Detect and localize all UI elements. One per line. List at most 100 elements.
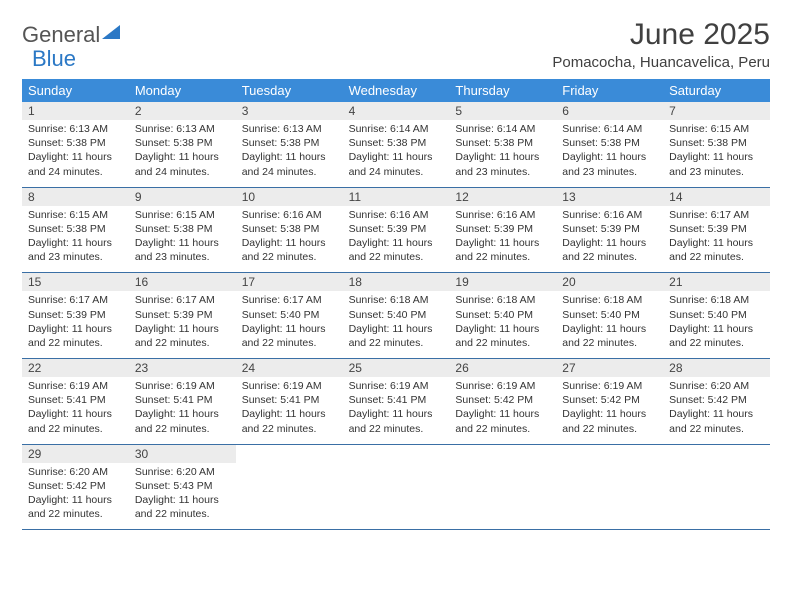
day-number-row: 1234567 [22, 102, 770, 120]
day-cell: Sunrise: 6:15 AMSunset: 5:38 PMDaylight:… [663, 120, 770, 187]
sunset-text: Sunset: 5:42 PM [562, 393, 657, 407]
sunrise-text: Sunrise: 6:16 AM [455, 208, 550, 222]
day-cell: Sunrise: 6:18 AMSunset: 5:40 PMDaylight:… [449, 291, 556, 358]
sunrise-text: Sunrise: 6:15 AM [669, 122, 764, 136]
week-row: Sunrise: 6:13 AMSunset: 5:38 PMDaylight:… [22, 120, 770, 188]
day-number: 27 [556, 359, 663, 377]
daylight-text: Daylight: 11 hours and 24 minutes. [242, 150, 337, 178]
day-number: 26 [449, 359, 556, 377]
week-row: Sunrise: 6:19 AMSunset: 5:41 PMDaylight:… [22, 377, 770, 445]
sunrise-text: Sunrise: 6:14 AM [455, 122, 550, 136]
day-header-cell: Wednesday [343, 79, 450, 102]
day-cell: Sunrise: 6:13 AMSunset: 5:38 PMDaylight:… [22, 120, 129, 187]
day-number-row: 2930 [22, 445, 770, 463]
daylight-text: Daylight: 11 hours and 22 minutes. [669, 322, 764, 350]
calendar: SundayMondayTuesdayWednesdayThursdayFrid… [22, 79, 770, 530]
sunset-text: Sunset: 5:41 PM [242, 393, 337, 407]
sunrise-text: Sunrise: 6:17 AM [669, 208, 764, 222]
day-cell: Sunrise: 6:20 AMSunset: 5:43 PMDaylight:… [129, 463, 236, 530]
day-cell [236, 463, 343, 530]
day-cell: Sunrise: 6:15 AMSunset: 5:38 PMDaylight:… [129, 206, 236, 273]
day-number: 20 [556, 273, 663, 291]
sunset-text: Sunset: 5:38 PM [242, 222, 337, 236]
day-cell: Sunrise: 6:16 AMSunset: 5:38 PMDaylight:… [236, 206, 343, 273]
daylight-text: Daylight: 11 hours and 24 minutes. [135, 150, 230, 178]
day-cell: Sunrise: 6:17 AMSunset: 5:40 PMDaylight:… [236, 291, 343, 358]
daylight-text: Daylight: 11 hours and 22 minutes. [455, 236, 550, 264]
sunset-text: Sunset: 5:38 PM [562, 136, 657, 150]
day-cell: Sunrise: 6:14 AMSunset: 5:38 PMDaylight:… [343, 120, 450, 187]
day-cell: Sunrise: 6:14 AMSunset: 5:38 PMDaylight:… [556, 120, 663, 187]
daylight-text: Daylight: 11 hours and 22 minutes. [562, 322, 657, 350]
daylight-text: Daylight: 11 hours and 22 minutes. [349, 236, 444, 264]
day-header-cell: Saturday [663, 79, 770, 102]
day-number: 18 [343, 273, 450, 291]
sunrise-text: Sunrise: 6:16 AM [562, 208, 657, 222]
sunrise-text: Sunrise: 6:15 AM [135, 208, 230, 222]
sunset-text: Sunset: 5:41 PM [28, 393, 123, 407]
day-number: 15 [22, 273, 129, 291]
daylight-text: Daylight: 11 hours and 22 minutes. [562, 236, 657, 264]
day-number: 5 [449, 102, 556, 120]
daylight-text: Daylight: 11 hours and 22 minutes. [28, 322, 123, 350]
day-header-cell: Friday [556, 79, 663, 102]
sunrise-text: Sunrise: 6:19 AM [562, 379, 657, 393]
day-number: 12 [449, 188, 556, 206]
week-row: Sunrise: 6:17 AMSunset: 5:39 PMDaylight:… [22, 291, 770, 359]
sunrise-text: Sunrise: 6:19 AM [349, 379, 444, 393]
day-number: 16 [129, 273, 236, 291]
day-number: 25 [343, 359, 450, 377]
daylight-text: Daylight: 11 hours and 23 minutes. [455, 150, 550, 178]
sunrise-text: Sunrise: 6:13 AM [242, 122, 337, 136]
day-cell: Sunrise: 6:16 AMSunset: 5:39 PMDaylight:… [556, 206, 663, 273]
day-number-row: 22232425262728 [22, 359, 770, 377]
day-cell: Sunrise: 6:17 AMSunset: 5:39 PMDaylight:… [22, 291, 129, 358]
daylight-text: Daylight: 11 hours and 22 minutes. [242, 322, 337, 350]
title-block: June 2025 Pomacocha, Huancavelica, Peru [552, 18, 770, 71]
daylight-text: Daylight: 11 hours and 23 minutes. [669, 150, 764, 178]
sunset-text: Sunset: 5:41 PM [135, 393, 230, 407]
sunrise-text: Sunrise: 6:16 AM [242, 208, 337, 222]
daylight-text: Daylight: 11 hours and 22 minutes. [242, 236, 337, 264]
day-cell: Sunrise: 6:14 AMSunset: 5:38 PMDaylight:… [449, 120, 556, 187]
day-number-row: 891011121314 [22, 188, 770, 206]
day-number: 30 [129, 445, 236, 463]
day-number [556, 445, 663, 463]
day-cell: Sunrise: 6:20 AMSunset: 5:42 PMDaylight:… [22, 463, 129, 530]
day-cell: Sunrise: 6:17 AMSunset: 5:39 PMDaylight:… [129, 291, 236, 358]
sunrise-text: Sunrise: 6:20 AM [135, 465, 230, 479]
daylight-text: Daylight: 11 hours and 22 minutes. [455, 322, 550, 350]
daylight-text: Daylight: 11 hours and 22 minutes. [349, 407, 444, 435]
logo-triangle-icon [102, 25, 120, 39]
sunset-text: Sunset: 5:38 PM [135, 222, 230, 236]
sunset-text: Sunset: 5:43 PM [135, 479, 230, 493]
sunrise-text: Sunrise: 6:14 AM [349, 122, 444, 136]
sunrise-text: Sunrise: 6:16 AM [349, 208, 444, 222]
daylight-text: Daylight: 11 hours and 22 minutes. [135, 407, 230, 435]
day-number: 4 [343, 102, 450, 120]
sunset-text: Sunset: 5:38 PM [669, 136, 764, 150]
day-number: 8 [22, 188, 129, 206]
sunrise-text: Sunrise: 6:19 AM [28, 379, 123, 393]
sunrise-text: Sunrise: 6:19 AM [135, 379, 230, 393]
sunrise-text: Sunrise: 6:20 AM [669, 379, 764, 393]
day-cell: Sunrise: 6:19 AMSunset: 5:41 PMDaylight:… [343, 377, 450, 444]
daylight-text: Daylight: 11 hours and 24 minutes. [28, 150, 123, 178]
day-number: 1 [22, 102, 129, 120]
day-number: 17 [236, 273, 343, 291]
day-header-cell: Sunday [22, 79, 129, 102]
daylight-text: Daylight: 11 hours and 22 minutes. [135, 493, 230, 521]
day-number: 2 [129, 102, 236, 120]
day-header-cell: Thursday [449, 79, 556, 102]
day-number: 14 [663, 188, 770, 206]
logo-text-1: General [22, 22, 100, 48]
sunset-text: Sunset: 5:39 PM [669, 222, 764, 236]
daylight-text: Daylight: 11 hours and 22 minutes. [28, 407, 123, 435]
day-number [449, 445, 556, 463]
sunset-text: Sunset: 5:39 PM [349, 222, 444, 236]
day-cell: Sunrise: 6:18 AMSunset: 5:40 PMDaylight:… [343, 291, 450, 358]
sunrise-text: Sunrise: 6:18 AM [669, 293, 764, 307]
day-number: 19 [449, 273, 556, 291]
week-row: Sunrise: 6:20 AMSunset: 5:42 PMDaylight:… [22, 463, 770, 531]
location: Pomacocha, Huancavelica, Peru [552, 54, 770, 71]
